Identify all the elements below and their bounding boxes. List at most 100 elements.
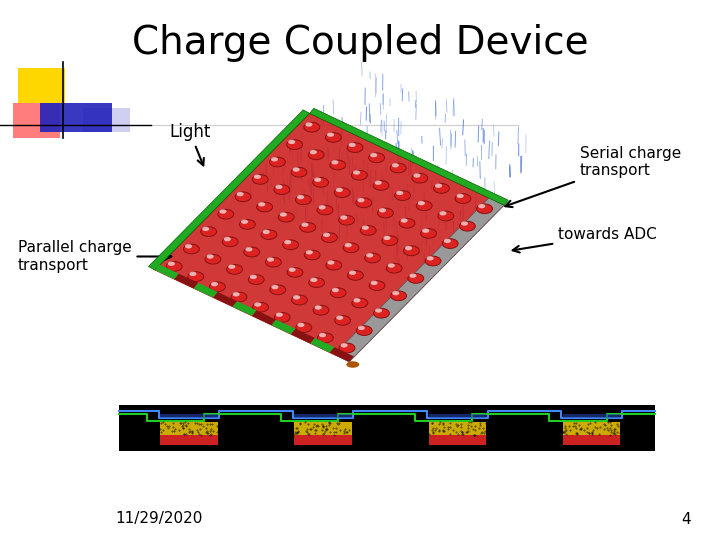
Ellipse shape [403,246,419,255]
Text: 11/29/2020: 11/29/2020 [115,511,202,526]
Polygon shape [233,301,256,316]
Ellipse shape [287,267,303,277]
Ellipse shape [295,195,311,205]
Bar [161,435,217,445]
Ellipse shape [358,326,365,330]
Ellipse shape [289,267,296,272]
Ellipse shape [400,218,408,222]
Ellipse shape [310,278,318,282]
Ellipse shape [426,256,433,260]
Ellipse shape [327,132,334,137]
Polygon shape [310,109,508,205]
Ellipse shape [280,212,287,217]
Ellipse shape [240,220,256,229]
Ellipse shape [349,271,356,275]
Ellipse shape [392,291,400,295]
Text: towards ADC: towards ADC [513,227,657,253]
Ellipse shape [263,230,270,234]
Ellipse shape [305,123,312,127]
Ellipse shape [354,298,361,302]
Ellipse shape [412,173,428,183]
Ellipse shape [325,132,341,142]
Ellipse shape [296,323,312,333]
Ellipse shape [244,247,260,257]
Ellipse shape [328,260,335,265]
Text: Parallel charge
transport: Parallel charge transport [18,240,171,273]
Ellipse shape [312,178,328,187]
Ellipse shape [269,157,285,167]
Ellipse shape [233,292,240,296]
Bar [40,103,112,132]
Ellipse shape [253,302,269,312]
Ellipse shape [241,220,248,224]
Ellipse shape [477,204,492,214]
Ellipse shape [220,210,227,214]
Ellipse shape [261,230,277,239]
Ellipse shape [323,233,330,237]
Ellipse shape [346,361,359,368]
Ellipse shape [318,205,325,210]
Ellipse shape [309,278,325,287]
Ellipse shape [341,343,348,347]
Bar [562,435,620,445]
Ellipse shape [237,192,243,196]
Ellipse shape [356,326,372,335]
Polygon shape [291,329,315,343]
Bar [428,414,486,418]
Ellipse shape [184,244,199,254]
Ellipse shape [335,315,351,325]
Ellipse shape [254,302,261,307]
Polygon shape [252,310,276,325]
Ellipse shape [274,185,289,194]
Ellipse shape [330,160,346,170]
Bar [294,435,352,445]
Ellipse shape [231,292,247,302]
Ellipse shape [353,170,360,174]
Ellipse shape [297,323,305,327]
Ellipse shape [392,163,399,167]
Text: Serial charge
transport: Serial charge transport [505,146,681,207]
Text: Light: Light [169,123,210,165]
Ellipse shape [442,239,458,248]
Ellipse shape [275,185,282,189]
Ellipse shape [250,275,257,279]
Polygon shape [194,283,217,298]
Bar [161,422,217,435]
Ellipse shape [382,236,397,246]
Ellipse shape [331,160,338,165]
Ellipse shape [410,274,416,278]
Ellipse shape [455,194,471,204]
Ellipse shape [396,191,403,195]
Text: Charge Coupled Device: Charge Coupled Device [132,24,588,62]
Ellipse shape [336,188,343,192]
Ellipse shape [271,157,278,161]
Ellipse shape [227,265,243,274]
Ellipse shape [444,239,451,243]
Ellipse shape [478,204,485,208]
Ellipse shape [351,170,367,180]
Ellipse shape [287,140,302,150]
Ellipse shape [313,305,329,315]
Ellipse shape [399,218,415,228]
Ellipse shape [334,188,350,198]
Ellipse shape [278,212,294,222]
Ellipse shape [395,191,410,200]
Ellipse shape [339,343,355,353]
Polygon shape [213,292,237,307]
Ellipse shape [297,195,304,199]
Ellipse shape [383,236,390,240]
Ellipse shape [347,143,363,152]
Polygon shape [310,338,334,353]
Ellipse shape [357,198,364,202]
Ellipse shape [271,285,279,289]
Ellipse shape [321,233,337,242]
Bar [13,103,60,138]
Ellipse shape [439,211,446,215]
Ellipse shape [418,201,425,205]
Ellipse shape [218,210,234,219]
Ellipse shape [168,261,175,266]
Ellipse shape [319,333,326,338]
Ellipse shape [348,271,364,280]
Ellipse shape [369,153,384,163]
Ellipse shape [292,295,307,305]
